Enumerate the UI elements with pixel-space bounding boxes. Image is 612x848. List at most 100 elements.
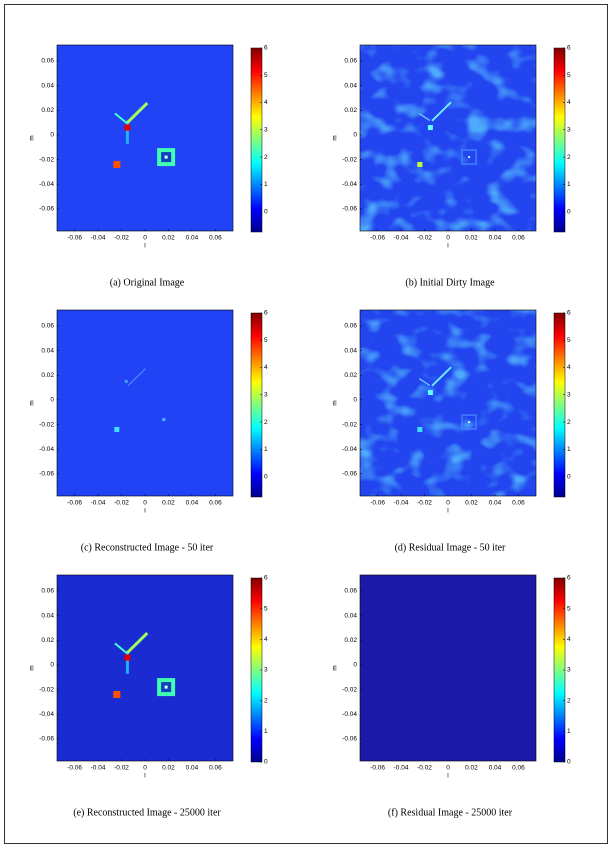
colorbar-tick-label: 6 <box>567 45 571 52</box>
image-feature <box>468 421 471 424</box>
x-tick-label: -0.06 <box>370 500 385 507</box>
x-tick-label: -0.02 <box>114 765 129 772</box>
image-feature <box>431 101 452 122</box>
y-tick-label: 0 <box>353 662 357 669</box>
image-feature <box>431 366 452 387</box>
y-tick-label: -0.06 <box>342 206 357 213</box>
x-tick-label: 0.04 <box>186 765 199 772</box>
caption: (b) Initial Dirty Image <box>405 277 495 288</box>
colorbar-tick-label: 1 <box>264 446 268 453</box>
x-tick-label: -0.04 <box>91 500 106 507</box>
x-tick-label: 0.04 <box>489 500 502 507</box>
image-feature <box>417 426 423 432</box>
caption: (a) Original Image <box>110 277 185 288</box>
image-background <box>57 310 233 496</box>
panel: -0.06 -0.04 -0.02 0 0.02 0.04 0.06 0.06 0.04 0.02… <box>29 309 268 553</box>
colorbar-tick-label: 1 <box>567 446 571 453</box>
y-tick-label: -0.02 <box>342 421 357 428</box>
y-tick-label: 0.06 <box>344 323 357 330</box>
image-feature <box>114 112 128 125</box>
image-feature <box>427 125 433 131</box>
image-feature <box>468 156 471 159</box>
y-tick-label: 0 <box>50 662 54 669</box>
colorbar-tick-label: 4 <box>264 636 268 643</box>
x-tick-label: 0.04 <box>489 765 502 772</box>
colorbar-tick-label: 6 <box>567 310 571 317</box>
x-tick-label: -0.04 <box>394 765 409 772</box>
image-feature <box>113 160 121 168</box>
y-tick-label: 0.04 <box>41 347 54 354</box>
x-tick-label: -0.02 <box>114 500 129 507</box>
x-tick-label: -0.02 <box>417 500 432 507</box>
y-axis-label: m <box>332 135 339 140</box>
y-tick-label: -0.06 <box>342 736 357 743</box>
y-tick-label: -0.04 <box>342 181 357 188</box>
image-feature <box>418 112 431 122</box>
y-axis-label: m <box>29 400 36 405</box>
image-feature <box>162 418 166 422</box>
x-axis-label: l <box>144 508 146 515</box>
y-tick-label: -0.02 <box>39 156 54 163</box>
y-tick-label: -0.06 <box>39 736 54 743</box>
image-background <box>57 45 233 231</box>
colorbar-tick-label: 2 <box>264 154 268 161</box>
x-tick-label: 0 <box>143 765 147 772</box>
colorbar-tick-label: 0 <box>264 759 268 766</box>
x-tick-label: 0 <box>446 765 450 772</box>
colorbar-tick-label: 0 <box>567 208 571 215</box>
x-tick-label: -0.04 <box>91 235 106 242</box>
image-feature <box>461 149 477 165</box>
x-axis-label: l <box>144 773 146 780</box>
x-tick-label: 0 <box>143 235 147 242</box>
colorbar-tick-label: 2 <box>567 154 571 161</box>
colorbar-tick-label: 2 <box>567 419 571 426</box>
y-tick-label: -0.02 <box>39 686 54 693</box>
image-feature <box>127 368 147 387</box>
y-tick-label: 0.02 <box>344 107 357 114</box>
y-tick-label: 0 <box>50 132 54 139</box>
colorbar-tick-label: 2 <box>567 697 571 704</box>
colorbar-tick-label: 4 <box>264 364 268 371</box>
x-tick-label: 0.02 <box>465 235 478 242</box>
image-feature <box>114 426 120 432</box>
x-tick-label: -0.02 <box>417 235 432 242</box>
colorbar-tick-label: 1 <box>264 728 268 735</box>
image-feature <box>418 377 431 387</box>
y-tick-label: -0.02 <box>342 686 357 693</box>
x-tick-label: -0.06 <box>67 235 82 242</box>
y-tick-label: -0.04 <box>39 446 54 453</box>
x-tick-label: -0.02 <box>114 235 129 242</box>
x-tick-label: 0.04 <box>186 235 199 242</box>
image-feature <box>124 379 128 383</box>
x-tick-label: 0.06 <box>209 765 222 772</box>
y-tick-label: 0.06 <box>41 588 54 595</box>
colorbar <box>250 47 263 233</box>
colorbar-tick-label: 5 <box>264 72 268 79</box>
x-tick-label: 0 <box>446 235 450 242</box>
x-tick-label: 0.06 <box>512 765 525 772</box>
caption: (c) Reconstructed Image - 50 iter <box>81 542 214 553</box>
y-axis-label: m <box>332 665 339 670</box>
x-tick-label: -0.06 <box>67 500 82 507</box>
colorbar-tick-label: 2 <box>264 419 268 426</box>
image-feature <box>125 102 149 125</box>
x-tick-label: 0.02 <box>162 765 175 772</box>
colorbar-tick-label: 2 <box>264 697 268 704</box>
image-feature <box>461 414 477 430</box>
y-tick-label: 0.04 <box>344 612 357 619</box>
y-tick-label: 0.02 <box>41 107 54 114</box>
x-tick-label: 0.06 <box>512 235 525 242</box>
x-tick-label: -0.04 <box>91 765 106 772</box>
colorbar-tick-label: 3 <box>264 391 268 398</box>
y-tick-label: -0.02 <box>39 421 54 428</box>
x-tick-label: 0 <box>446 500 450 507</box>
y-tick-label: 0.06 <box>344 58 357 65</box>
x-tick-label: 0 <box>143 500 147 507</box>
colorbar-tick-label: 5 <box>264 337 268 344</box>
image-feature <box>164 155 168 159</box>
y-axis-label: m <box>332 400 339 405</box>
y-tick-label: 0.06 <box>41 58 54 65</box>
colorbar-tick-label: 3 <box>567 667 571 674</box>
y-tick-label: 0.06 <box>41 323 54 330</box>
